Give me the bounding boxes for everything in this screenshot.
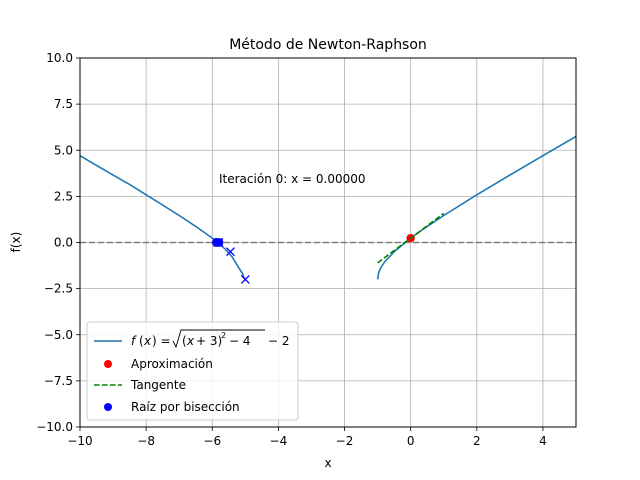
- x-tick-label: −4: [270, 434, 288, 448]
- legend-label-bisection-root: Raíz por bisección: [131, 400, 240, 414]
- legend-swatch-bisection-root: [104, 403, 112, 411]
- x-tick-label: 0: [407, 434, 415, 448]
- chart-title: Método de Newton-Raphson: [229, 37, 427, 53]
- svg-text:(: (: [182, 334, 187, 348]
- svg-text:x: x: [143, 334, 152, 348]
- x-axis-label: x: [324, 456, 331, 470]
- y-tick-label: 7.5: [54, 97, 73, 111]
- iteration-annotation: Iteración 0: x = 0.00000: [219, 172, 366, 186]
- legend-label-function: f ( x ) = ( x + 3) 2 − 4 − 2: [131, 329, 290, 349]
- x-tick-label: −10: [67, 434, 92, 448]
- legend-box: [86, 321, 299, 421]
- svg-text:− 4: − 4: [229, 334, 251, 348]
- svg-text:) =: ) =: [152, 334, 171, 348]
- plot-area: [80, 135, 576, 284]
- y-tick-label: 5.0: [54, 143, 73, 157]
- legend-label-tangent: Tangente: [130, 378, 186, 392]
- iteration-x-marker: [214, 238, 224, 247]
- bisection-root-point: [212, 238, 221, 247]
- x-tick-label: 4: [539, 434, 547, 448]
- axis-ticks: −10 −8 −6 −4 −2 0 2 4 −10.0 −7.5 −5.0 −2.5 0.0 2.5 5.0…: [36, 51, 547, 448]
- svg-text:f: f: [131, 334, 137, 348]
- svg-text:− 2: − 2: [268, 334, 290, 348]
- legend-swatch-approximation: [104, 360, 112, 368]
- legend: f ( x ) = ( x + 3) 2 − 4 − 2 Aproximació…: [86, 321, 299, 421]
- function-curve: [80, 154, 246, 280]
- svg-text:(: (: [139, 334, 144, 348]
- x-tick-label: −8: [137, 434, 155, 448]
- y-tick-label: −2.5: [44, 282, 73, 296]
- y-tick-label: −7.5: [44, 374, 73, 388]
- svg-text:+ 3): + 3): [196, 334, 222, 348]
- svg-text:2: 2: [221, 331, 226, 340]
- y-tick-label: 2.5: [54, 189, 73, 203]
- svg-text:x: x: [186, 334, 195, 348]
- tangent-line: [377, 212, 445, 264]
- y-tick-label: 0.0: [54, 236, 73, 250]
- iteration-x-marker: [213, 238, 223, 247]
- x-tick-label: 2: [473, 434, 481, 448]
- iteration-x-marker: [240, 274, 250, 284]
- y-tick-label: −10.0: [36, 420, 73, 434]
- x-tick-label: −6: [203, 434, 221, 448]
- iteration-x-marker: [225, 247, 235, 257]
- y-tick-label: −5.0: [44, 328, 73, 342]
- legend-label-approximation: Aproximación: [131, 357, 213, 371]
- x-tick-label: −2: [336, 434, 354, 448]
- y-axis-label: f(x): [9, 232, 23, 253]
- y-tick-label: 10.0: [46, 51, 73, 65]
